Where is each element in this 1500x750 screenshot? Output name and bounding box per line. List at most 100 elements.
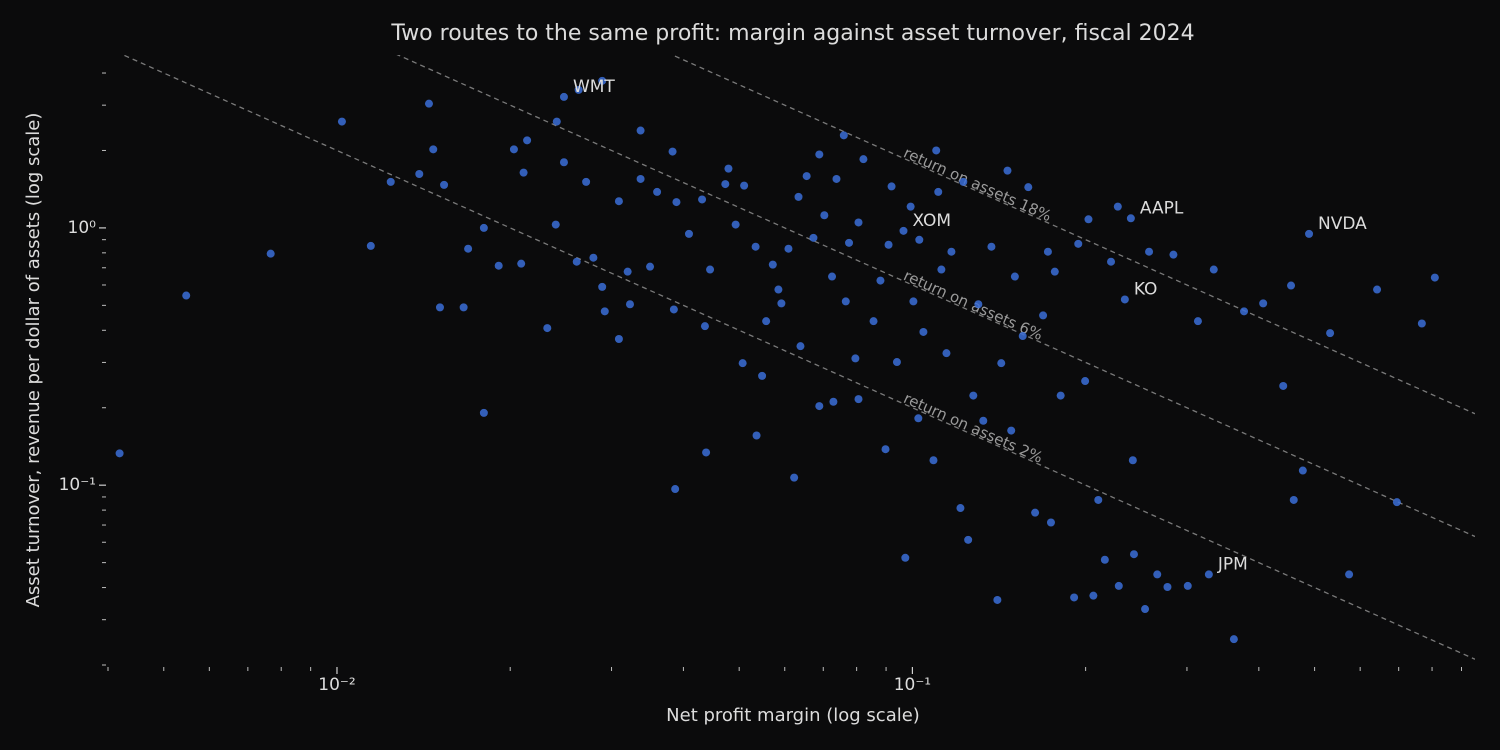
point [1128, 456, 1137, 465]
point [1094, 495, 1103, 504]
annotation-label: JPM [1217, 554, 1248, 574]
point [929, 456, 938, 465]
point [974, 300, 983, 309]
point [959, 177, 968, 186]
point [937, 265, 946, 274]
y-axis-label: Asset turnover, revenue per dollar of as… [23, 113, 44, 608]
point [884, 240, 893, 249]
point [1373, 285, 1382, 294]
point [459, 303, 468, 312]
point [832, 174, 841, 183]
point [919, 327, 928, 336]
y-tick-label: 10⁻¹ [59, 475, 96, 495]
point [828, 272, 837, 281]
point [774, 285, 783, 294]
point [820, 211, 829, 220]
annotation-label: WMT [573, 77, 615, 97]
point [559, 158, 568, 167]
point [1169, 250, 1178, 259]
point [869, 317, 878, 326]
point [182, 291, 191, 300]
point [876, 276, 885, 285]
point [859, 155, 868, 164]
point [1081, 377, 1090, 386]
point [854, 395, 863, 404]
annotation-label: XOM [912, 211, 951, 231]
point [671, 485, 680, 494]
point [1084, 215, 1093, 224]
point [1024, 183, 1033, 192]
point [337, 117, 346, 126]
point [738, 359, 747, 368]
point [559, 92, 568, 101]
point [784, 244, 793, 253]
point [600, 307, 609, 316]
point [721, 180, 730, 189]
roa-lines [121, 55, 1475, 660]
point [589, 253, 598, 262]
x-tick-label: 10⁻² [318, 675, 355, 695]
point [115, 449, 124, 458]
point [494, 261, 503, 270]
point [517, 259, 526, 268]
point [1145, 247, 1154, 256]
point [932, 146, 941, 155]
point [1289, 495, 1298, 504]
point [979, 416, 988, 425]
annotation-label: AAPL [1140, 198, 1184, 218]
point [614, 334, 623, 343]
point [625, 300, 634, 309]
point [636, 126, 645, 135]
point [1010, 272, 1019, 281]
point [552, 117, 561, 126]
point [1018, 332, 1027, 341]
point [1120, 295, 1129, 304]
point [684, 229, 693, 238]
point [934, 187, 943, 196]
point [1003, 166, 1012, 175]
point [1209, 265, 1218, 274]
point [669, 305, 678, 314]
point [1163, 582, 1172, 591]
point [429, 145, 438, 154]
point [1240, 307, 1249, 316]
point [1050, 267, 1059, 276]
point [1298, 466, 1307, 475]
point [1031, 508, 1040, 517]
point [464, 244, 473, 253]
x-axis-label: Net profit margin (log scale) [666, 705, 920, 726]
point [623, 267, 632, 276]
point [794, 192, 803, 201]
point [758, 371, 767, 380]
point [993, 595, 1002, 604]
point [740, 181, 749, 190]
point [1113, 202, 1122, 211]
point [1204, 570, 1213, 579]
point [543, 324, 552, 333]
point [790, 473, 799, 482]
point [1056, 391, 1065, 400]
point [523, 136, 532, 145]
point [636, 174, 645, 183]
point [415, 170, 424, 179]
point [706, 265, 715, 274]
point [574, 85, 583, 94]
point [653, 187, 662, 196]
point [956, 504, 965, 513]
point [777, 299, 786, 308]
point [440, 180, 449, 189]
point [1046, 518, 1055, 527]
point [997, 359, 1006, 368]
point [1141, 605, 1150, 614]
point [802, 172, 811, 181]
point [909, 297, 918, 306]
point [614, 197, 623, 206]
point [1229, 635, 1238, 644]
roa-line [396, 55, 1475, 538]
point [519, 168, 528, 177]
point [1430, 273, 1439, 282]
point [809, 233, 818, 242]
point [424, 99, 433, 108]
point [1193, 317, 1202, 326]
